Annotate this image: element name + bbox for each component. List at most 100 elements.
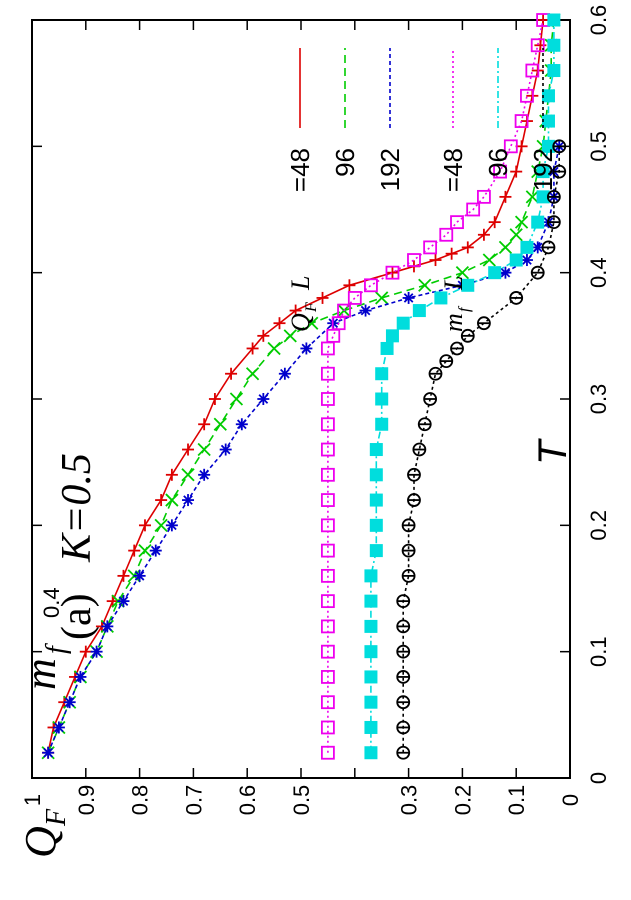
series-line [327,19,544,753]
data-point [369,443,383,457]
data-point [63,696,76,709]
data-point [417,417,432,432]
data-point [305,316,319,330]
data-point [267,341,281,356]
data-point [423,240,438,255]
data-point [488,266,502,280]
data-point [498,240,513,255]
data-point [229,392,244,406]
data-point [396,619,411,634]
data-point [482,253,496,267]
ylabel-top-sub: F [41,808,72,827]
y-tick-label: 0.2 [450,785,475,816]
data-point [245,367,260,381]
data-point [493,164,507,179]
data-point [364,695,378,709]
legend-entry-4: 96 [483,48,513,177]
y-tick-label: 0.7 [181,785,206,816]
data-point [461,241,474,254]
data-point [165,519,178,532]
data-point [509,253,523,267]
data-point [138,519,151,532]
data-point [320,568,335,583]
data-point [412,442,427,457]
data-point [90,645,103,658]
data-point [320,417,335,432]
series-line [47,19,544,753]
data-point [364,720,378,734]
data-point [283,329,297,343]
data-point [165,468,178,481]
data-point [289,304,302,317]
x-tick-label: 0.4 [586,257,611,288]
legend-label: 192 [375,148,405,191]
data-point [154,518,168,532]
data-point [320,467,335,482]
legend-entry-5: 192 [528,48,558,191]
data-point [401,518,416,533]
data-point [499,190,512,203]
data-point [423,392,438,406]
data-point [369,468,383,482]
data-point [235,418,248,431]
data-point [364,278,378,293]
data-point [320,442,335,457]
data-point [213,417,227,431]
data-point [396,594,411,609]
data-point [439,354,454,369]
data-point [375,367,389,381]
data-point [503,139,518,154]
data-point [364,645,378,659]
data-point [117,595,130,608]
x-tick-label: 0.5 [586,131,611,162]
series-line [47,146,560,754]
data-point [320,392,335,406]
data-point [499,266,512,279]
data-point [316,291,329,304]
series-mf-5 [396,139,567,760]
data-point [106,595,119,608]
data-point [364,594,378,608]
data-point [320,366,335,381]
legend-label: =48 [285,148,315,192]
data-point [273,317,286,330]
data-point [246,342,259,355]
data-point [182,443,195,456]
data-point [79,645,92,658]
data-point [385,265,400,280]
data-point [514,215,529,229]
data-point [42,746,55,759]
data-point [385,329,399,343]
data-point [455,266,470,280]
data-point [477,189,491,204]
data-point [450,215,464,230]
data-point [488,216,501,229]
ylabel-top-symbol: Q [16,826,65,858]
data-point [525,63,540,78]
legend-prefix-symbol: m [439,313,468,332]
data-point [320,543,335,558]
data-point [369,544,383,558]
series-line [47,19,555,754]
data-point [460,328,475,343]
y-tick-label: 0.6 [235,785,260,816]
data-point [510,165,523,178]
legend-prefix-size: L [439,276,468,291]
data-point [257,329,270,342]
legend-entry-2: 192 [375,48,405,191]
x-tick-label: 0.2 [586,510,611,541]
data-point [198,418,211,431]
data-point [343,279,356,292]
y-tick-label: 1 [20,794,45,806]
legend-entry-0: =48 [285,48,315,192]
series-layer [41,13,567,760]
data-point [407,493,421,507]
data-point [375,392,389,406]
data-point [320,493,335,507]
data-point [396,316,410,330]
x-tick-label: 0.6 [586,5,611,36]
data-point [364,670,378,684]
data-point [320,644,335,659]
data-point [396,745,411,760]
data-point [541,240,556,255]
